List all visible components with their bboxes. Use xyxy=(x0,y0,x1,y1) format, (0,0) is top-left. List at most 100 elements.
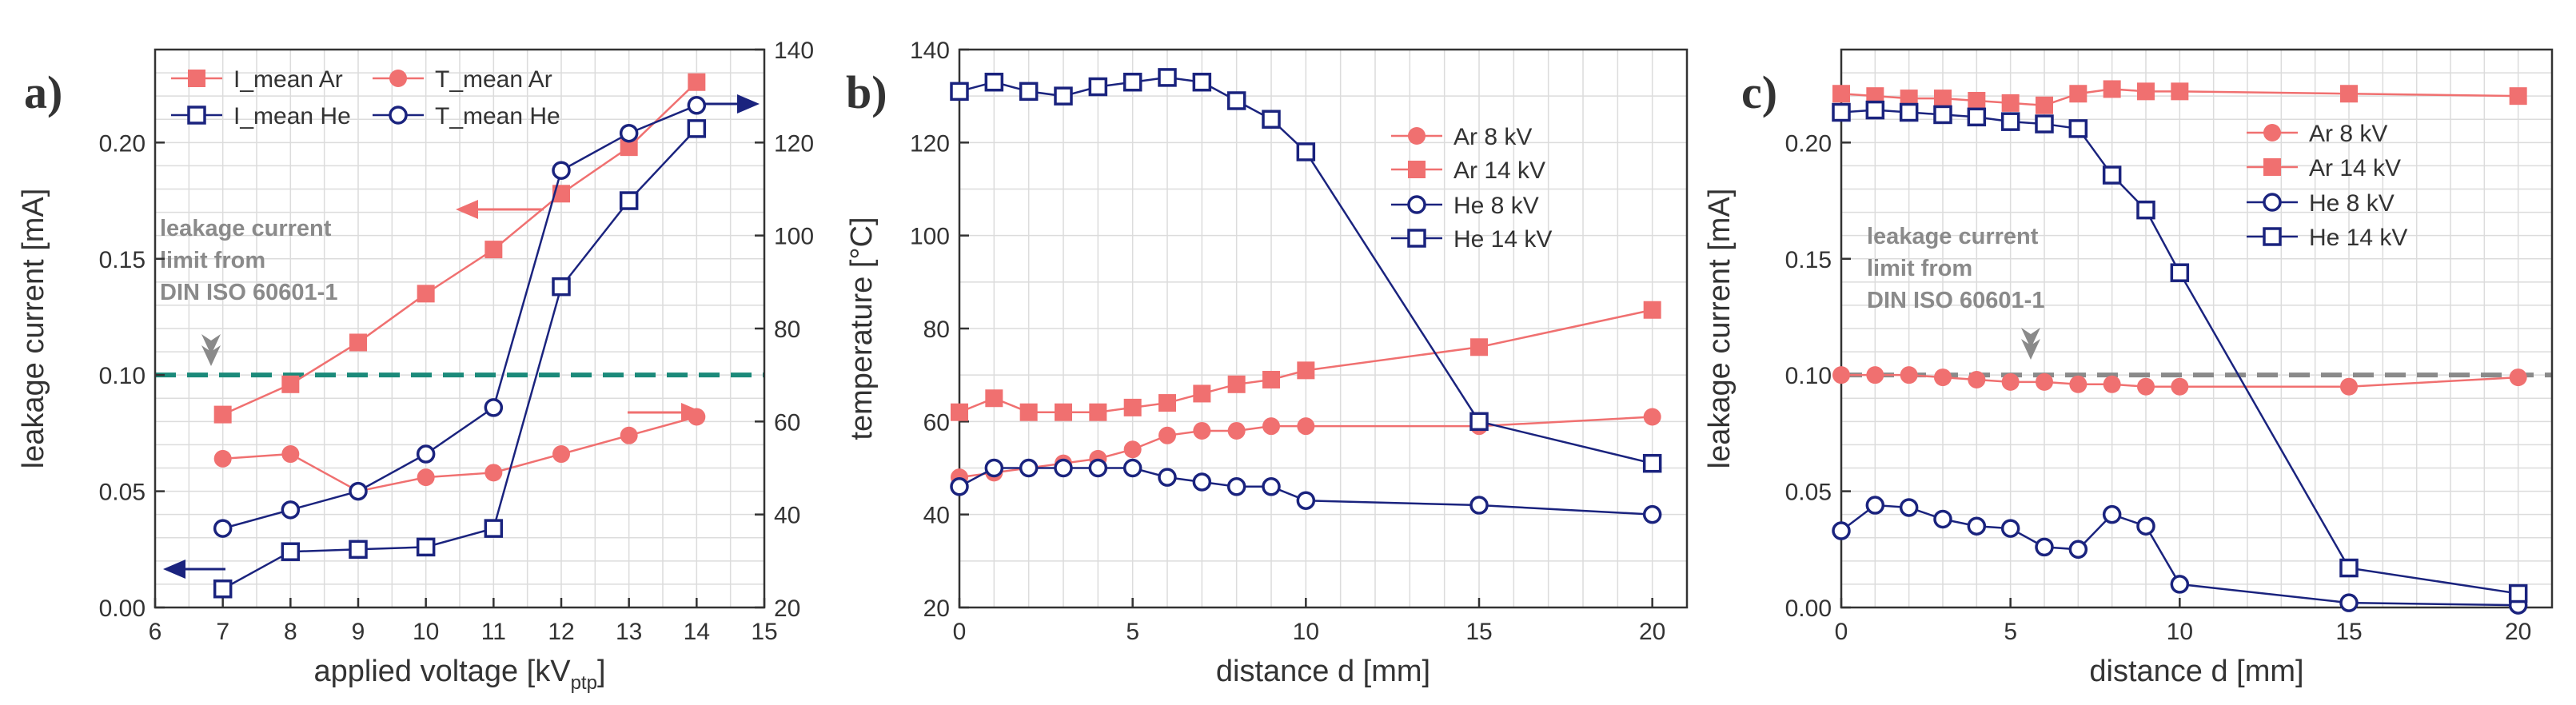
legend-marker xyxy=(2263,227,2282,246)
data-point-he-14-kv xyxy=(1865,100,1885,120)
y-tick-label: 40 xyxy=(923,503,950,529)
legend-marker xyxy=(1408,127,1426,145)
legend-marker xyxy=(187,106,206,125)
data-point-he-14-kv xyxy=(2068,119,2088,138)
limit-arrow-icon xyxy=(2021,339,2040,360)
legend-marker xyxy=(1407,195,1426,214)
x-tick-label: 15 xyxy=(2335,619,2362,645)
legend-label: T_mean He xyxy=(435,103,560,129)
arrow-right-icon xyxy=(681,403,704,422)
series-i-mean-ar xyxy=(213,73,706,424)
panel-c-leakage-vs-distance: c) leakage current limit from DIN ISO 60601… xyxy=(1703,48,2554,688)
data-point-ar-14-kv xyxy=(1866,87,1884,106)
y-tick-label: 0.10 xyxy=(1785,363,1832,389)
data-point-ar-8-kv xyxy=(2137,377,2155,396)
data-point-t-mean-ar xyxy=(213,449,232,468)
data-point-he-8-kv xyxy=(1296,491,1316,510)
legend-item-ar-14-kv: Ar 14 kV xyxy=(1391,157,1545,184)
legend-item-t-mean-he: T_mean He xyxy=(373,103,560,129)
legend-item-t-mean-ar: T_mean Ar xyxy=(373,66,552,93)
data-point-t-mean-ar xyxy=(484,464,503,482)
y-tick-label: 0.00 xyxy=(1785,595,1832,622)
axis-direction-arrows xyxy=(163,94,760,579)
x-tick-label: 15 xyxy=(1465,619,1492,645)
series-ar-14-kv xyxy=(1832,80,2527,114)
data-point-he-14-kv xyxy=(1642,453,1662,473)
panel-letter: a) xyxy=(24,66,62,118)
data-point-he-8-kv xyxy=(2136,516,2155,536)
y-right-tick-label: 60 xyxy=(774,409,800,436)
y-tick-label: 0.05 xyxy=(99,480,146,506)
data-point-ar-8-kv xyxy=(2069,375,2088,393)
data-point-i-mean-ar xyxy=(688,73,706,91)
data-point-ar-8-kv xyxy=(1158,426,1176,444)
legend-label: He 8 kV xyxy=(1453,193,1539,219)
data-point-t-mean-he xyxy=(484,398,504,417)
data-point-i-mean-ar xyxy=(349,333,367,352)
y-right-ticks: 20 40 60 80 100 120 140 xyxy=(755,38,814,622)
legend-label: I_mean Ar xyxy=(233,66,343,93)
y-tick-label: 100 xyxy=(910,224,950,250)
data-point-he-8-kv xyxy=(1054,458,1073,478)
data-point-t-mean-he xyxy=(349,481,368,501)
x-axis-title-main: applied voltage [kV xyxy=(313,655,571,688)
data-point-he-8-kv xyxy=(1123,458,1142,478)
data-point-he-8-kv xyxy=(1469,496,1489,515)
data-point-ar-8-kv xyxy=(2509,368,2527,387)
series-he-14-kv xyxy=(1832,100,2528,603)
data-point-he-8-kv xyxy=(984,458,1004,478)
y-axis-title: leakage current [mA] xyxy=(17,189,50,469)
legend-item-he-8-kv: He 8 kV xyxy=(2247,190,2395,217)
plot-frame xyxy=(1840,48,2554,609)
series-ar-14-kv xyxy=(951,301,1661,421)
data-point-he-14-kv xyxy=(1469,412,1489,432)
x-tick-label: 13 xyxy=(616,619,642,645)
y-tick-label: 20 xyxy=(923,595,950,622)
y-right-tick-label: 120 xyxy=(774,130,814,157)
data-point-t-mean-ar xyxy=(417,468,435,487)
x-tick-label: 15 xyxy=(751,619,777,645)
data-point-ar-8-kv xyxy=(1262,417,1280,436)
limit-annotation-line: leakage current xyxy=(160,216,332,241)
x-tick-label: 20 xyxy=(2505,619,2531,645)
data-point-t-mean-he xyxy=(619,123,639,143)
data-point-he-14-kv xyxy=(1296,142,1316,161)
data-point-he-14-kv xyxy=(950,82,969,102)
limit-annotation: leakage current limit from DIN ISO 60601-1 xyxy=(160,216,337,366)
data-point-i-mean-he xyxy=(552,277,571,297)
x-axis-title-sub: ptp xyxy=(571,672,597,694)
legend-marker xyxy=(1407,229,1426,248)
data-point-t-mean-ar xyxy=(281,445,300,464)
limit-annotation-line: DIN ISO 60601-1 xyxy=(1867,288,2044,313)
data-point-ar-14-kv xyxy=(1832,85,1850,103)
data-point-he-8-kv xyxy=(1192,472,1212,492)
data-point-he-14-kv xyxy=(1019,82,1039,102)
limit-arrow-icon xyxy=(2021,328,2040,349)
data-point-i-mean-ar xyxy=(417,285,435,303)
y-right-tick-label: 40 xyxy=(774,503,800,529)
legend-item-i-mean-ar: I_mean Ar xyxy=(171,66,343,93)
data-point-ar-14-kv xyxy=(1158,394,1176,412)
legend-item-he-14-kv: He 14 kV xyxy=(1391,226,1552,253)
y-right-tick-label: 140 xyxy=(774,38,814,64)
data-point-he-14-kv xyxy=(2339,558,2359,578)
x-tick-label: 14 xyxy=(684,619,710,645)
limit-annotation-line: limit from xyxy=(1867,256,1972,281)
data-point-i-mean-he xyxy=(687,119,707,138)
legend-label: He 14 kV xyxy=(1453,226,1552,253)
data-point-ar-14-kv xyxy=(2001,94,2020,112)
series-he-8-kv xyxy=(1832,496,2528,615)
data-point-he-14-kv xyxy=(984,72,1004,92)
legend-marker xyxy=(188,70,205,87)
data-point-ar-8-kv xyxy=(1227,421,1246,440)
grid xyxy=(959,49,1688,608)
data-point-ar-8-kv xyxy=(2340,377,2358,396)
data-point-i-mean-he xyxy=(213,579,233,599)
series-t-mean-he xyxy=(213,96,707,538)
series-he-14-kv xyxy=(950,68,1662,473)
y-axis-title: leakage current [mA] xyxy=(1703,189,1737,469)
data-point-he-8-kv xyxy=(1865,496,1885,515)
y-tick-label: 0.10 xyxy=(99,363,146,389)
x-tick-label: 6 xyxy=(149,619,162,645)
